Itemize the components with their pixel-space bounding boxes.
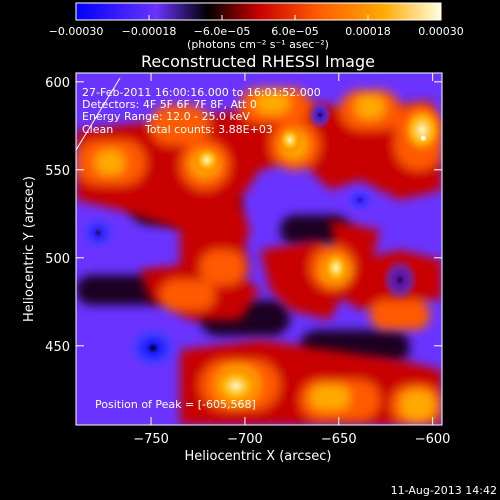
y-tick-label-3: 600: [45, 76, 70, 91]
colorbar-units-label: (photons cm⁻² s⁻¹ asec⁻²): [187, 38, 329, 51]
peak-position-label: Position of Peak = [-605,568]: [95, 398, 256, 411]
x-tick-label-2: −650: [321, 432, 357, 447]
colorbar-tick-label-1: −0.00018: [122, 25, 177, 38]
x-tick-label-1: −700: [227, 432, 263, 447]
chart-title: Reconstructed RHESSI Image: [141, 52, 375, 71]
y-axis-ticks: [76, 81, 442, 347]
y-axis-label: Heliocentric Y (arcsec): [22, 176, 37, 322]
annotation-pointer-line: [75, 77, 121, 151]
x-axis-ticks: [150, 73, 434, 425]
heatmap-peaks: [193, 104, 442, 406]
x-axis-label: Heliocentric X (arcsec): [185, 449, 332, 464]
colorbar: −0.00030 −0.00018 −6.0e−05 6.0e−05 0.00018 0.…: [49, 2, 464, 51]
colorbar-tick-label-5: 0.00030: [418, 25, 464, 38]
colorbar-tick-label-2: −6.0e−05: [194, 25, 251, 38]
x-tick-label-3: −600: [415, 432, 451, 447]
colorbar-ticks: [75, 15, 442, 20]
annotation-time-range: 27-Feb-2011 16:00:16.000 to 16:01:52.000: [82, 86, 321, 99]
y-tick-label-2: 550: [45, 164, 70, 179]
y-tick-label-0: 450: [45, 340, 70, 355]
colorbar-tick-label-3: 6.0e−05: [271, 25, 318, 38]
x-axis-tick-labels: −750 −700 −650 −600: [133, 432, 450, 447]
annotation-energy-range: Energy Range: 12.0 - 25.0 keV: [82, 110, 250, 123]
timestamp: 11-Aug-2013 14:42: [391, 484, 497, 497]
colorbar-tick-label-0: −0.00030: [49, 25, 104, 38]
annotation-total-counts: Total counts: 3.88E+03: [144, 123, 273, 136]
colorbar-bar: [75, 2, 442, 21]
annotation-clean: Clean: [82, 123, 113, 136]
heatmap-minima: [78, 101, 418, 372]
peak-marker: [420, 135, 426, 141]
x-tick-label-0: −750: [133, 432, 169, 447]
y-axis-tick-labels: 450 500 550 600: [45, 76, 70, 355]
plot-frame: [75, 72, 443, 426]
y-tick-label-1: 500: [45, 252, 70, 267]
colorbar-tick-label-4: 0.00018: [345, 25, 391, 38]
annotation-detectors: Detectors: 4F 5F 6F 7F 8F, Att 0: [82, 98, 257, 111]
heatmap-image: [76, 73, 442, 425]
colorbar-tick-labels: −0.00030 −0.00018 −6.0e−05 6.0e−05 0.00018 0.…: [49, 25, 464, 38]
